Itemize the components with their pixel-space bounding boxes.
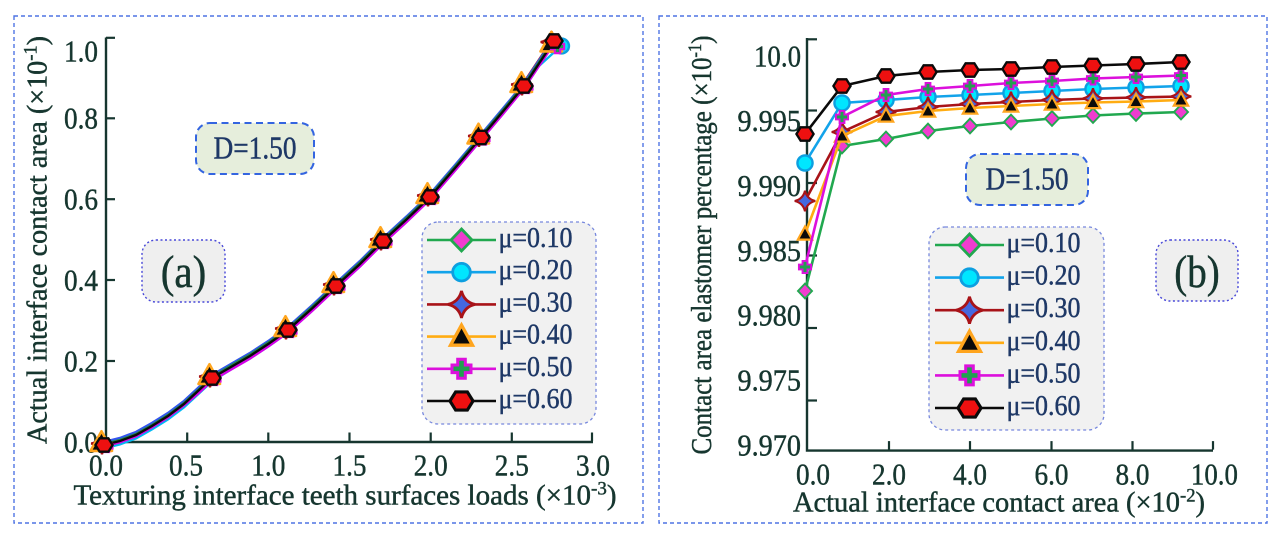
svg-text:Actual interface contact area: Actual interface contact area (×10-2): [793, 486, 1205, 519]
svg-text:0.4: 0.4: [64, 262, 98, 297]
svg-text:2.0: 2.0: [872, 457, 906, 492]
svg-text:9.990: 9.990: [738, 168, 802, 203]
svg-text:0.2: 0.2: [64, 343, 98, 378]
svg-text:1.5: 1.5: [333, 447, 367, 482]
svg-text:μ=0.50: μ=0.50: [1007, 358, 1081, 389]
svg-text:0.5: 0.5: [169, 447, 203, 482]
svg-text:μ=0.60: μ=0.60: [499, 384, 573, 415]
svg-text:Actual interface contact area: Actual interface contact area (×10-1): [21, 36, 54, 444]
svg-text:0.0: 0.0: [64, 424, 98, 459]
svg-text:D=1.50: D=1.50: [986, 160, 1069, 196]
svg-text:μ=0.10: μ=0.10: [499, 223, 573, 254]
svg-text:μ=0.20: μ=0.20: [499, 255, 573, 286]
svg-text:μ=0.30: μ=0.30: [1007, 293, 1081, 324]
svg-text:2.5: 2.5: [495, 447, 529, 482]
svg-text:μ=0.40: μ=0.40: [1007, 326, 1081, 357]
svg-text:μ=0.10: μ=0.10: [1007, 228, 1081, 259]
svg-text:D=1.50: D=1.50: [214, 129, 297, 165]
svg-text:μ=0.20: μ=0.20: [1007, 261, 1081, 292]
svg-text:μ=0.60: μ=0.60: [1007, 391, 1081, 422]
svg-text:9.975: 9.975: [738, 363, 802, 398]
svg-text:(b): (b): [1174, 246, 1220, 297]
svg-text:2.0: 2.0: [414, 447, 448, 482]
svg-text:4.0: 4.0: [953, 457, 987, 492]
svg-text:9.970: 9.970: [738, 427, 802, 462]
svg-text:1.0: 1.0: [64, 33, 98, 68]
svg-text:μ=0.40: μ=0.40: [499, 320, 573, 351]
svg-text:(a): (a): [161, 246, 207, 297]
svg-text:8.0: 8.0: [1116, 457, 1150, 492]
svg-text:μ=0.50: μ=0.50: [499, 352, 573, 383]
svg-text:0.8: 0.8: [64, 101, 98, 136]
svg-text:μ=0.30: μ=0.30: [499, 287, 573, 318]
svg-text:9.995: 9.995: [738, 103, 802, 138]
svg-text:1.0: 1.0: [251, 447, 285, 482]
svg-text:3.0: 3.0: [576, 447, 610, 482]
svg-text:0.0: 0.0: [796, 457, 830, 492]
svg-text:Texturing interface teeth surf: Texturing interface teeth surfaces loads…: [74, 479, 617, 512]
svg-text:6.0: 6.0: [1035, 457, 1069, 492]
svg-text:9.980: 9.980: [738, 298, 802, 333]
svg-text:0.6: 0.6: [64, 182, 98, 217]
svg-text:10.0: 10.0: [754, 39, 801, 74]
svg-text:9.985: 9.985: [738, 233, 802, 268]
svg-text:10.0: 10.0: [1191, 457, 1238, 492]
svg-text:Contact area elastomer percent: Contact area elastomer percentage (×10-1…: [685, 35, 718, 454]
